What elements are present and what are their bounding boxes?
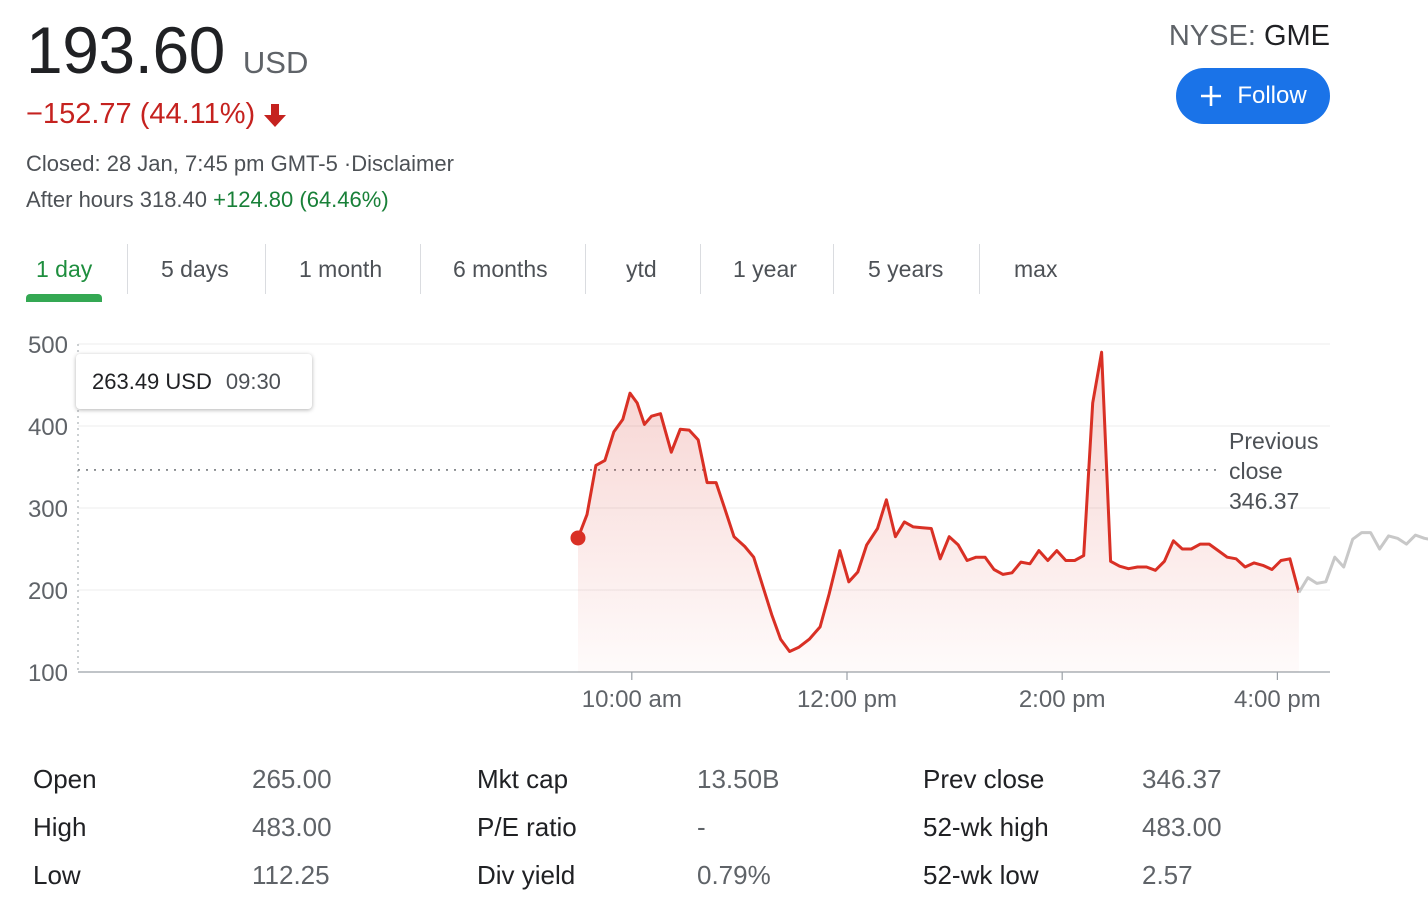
after-hours-price: After hours 318.40	[26, 187, 208, 212]
ticker-label: NYSE: GME	[1169, 20, 1330, 53]
stat-label-div-yield: Div yield	[477, 860, 576, 890]
stat-label-open: Open	[33, 764, 97, 794]
stat-label-mkt-cap: Mkt cap	[477, 764, 569, 794]
ticker-symbol: GME	[1263, 20, 1330, 52]
price-change-value: −152.77 (44.11%)	[26, 98, 256, 130]
tab-label: ytd	[626, 255, 657, 282]
after-hours-line	[1297, 531, 1428, 594]
stats-row: High 483.00 P/E ratio - 52-wk high 483.0…	[33, 812, 1333, 860]
tab-1-day[interactable]: 1 day	[26, 242, 128, 302]
tab-divider	[700, 244, 701, 294]
stat-label-52-wk-high: 52-wk high	[923, 812, 1049, 842]
stat-value-prev-close: 346.37	[1142, 764, 1222, 794]
tab-ytd[interactable]: ytd	[586, 242, 701, 296]
y-tick-label: 500	[28, 332, 68, 359]
stat-value-52-wk-high: 483.00	[1142, 812, 1222, 842]
tab-label: 5 days	[161, 255, 229, 282]
follow-button[interactable]: Follow	[1176, 68, 1330, 124]
after-hours-change: +124.80 (64.46%)	[213, 187, 389, 212]
tab-divider	[585, 244, 586, 294]
stat-value-low: 112.25	[252, 860, 330, 890]
stat-label-52-wk-low: 52-wk low	[923, 860, 1039, 890]
x-tick-label: 12:00 pm	[797, 686, 897, 713]
disclaimer-link[interactable]: Disclaimer	[351, 151, 454, 176]
y-tick-label: 200	[28, 578, 68, 605]
tab-label: 1 day	[36, 255, 93, 282]
y-tick-label: 100	[28, 660, 68, 687]
y-tick-label: 300	[28, 496, 68, 523]
price-chart-svg: 500 400 300 200 100 10:00 am 12:00 pm 2:00 pm 4:…	[28, 332, 1428, 713]
price-block: 193.60 USD	[26, 14, 308, 86]
tab-divider	[833, 244, 834, 294]
arrow-down-icon	[264, 103, 287, 127]
tab-1-month[interactable]: 1 month	[266, 242, 421, 296]
previous-close-value: 346.37	[1229, 488, 1300, 514]
tab-divider	[127, 244, 128, 294]
stats-row: Low 112.25 Div yield 0.79% 52-wk low 2.5…	[33, 860, 1333, 908]
tab-5-years[interactable]: 5 years	[834, 242, 980, 296]
market-status: Closed: 28 Jan, 7:45 pm GMT-5 ·Disclaime…	[26, 151, 454, 177]
tab-label: 1 month	[299, 255, 383, 282]
stat-value-mkt-cap: 13.50B	[697, 764, 780, 794]
stat-value-pe-ratio: -	[697, 812, 706, 842]
price-chart[interactable]: 500 400 300 200 100 10:00 am 12:00 pm 2:00 pm 4:…	[0, 322, 1428, 722]
tab-label: 5 years	[868, 255, 944, 282]
stat-value-div-yield: 0.79%	[697, 860, 771, 890]
tab-label: 6 months	[453, 255, 548, 282]
tab-max[interactable]: max	[980, 242, 1090, 296]
chart-tooltip: 263.49 USD 09:30	[76, 354, 312, 409]
price-change: −152.77 (44.11%)	[26, 98, 287, 131]
stat-label-prev-close: Prev close	[923, 764, 1045, 794]
tab-label: max	[1014, 255, 1058, 282]
stat-label-high: High	[33, 812, 87, 842]
stat-value-high: 483.00	[252, 812, 332, 842]
stats-row: Open 265.00 Mkt cap 13.50B Prev close 34…	[33, 764, 1333, 812]
exchange-name: NYSE:	[1168, 20, 1264, 52]
previous-close-label: Previous close 346.37	[1229, 426, 1318, 516]
currency-label: USD	[242, 45, 309, 80]
x-tick-label: 2:00 pm	[1019, 686, 1106, 713]
regular-session-line	[576, 350, 1301, 653]
time-range-tabs: 1 day 5 days 1 month 6 months ytd 1 year…	[26, 242, 1090, 302]
current-price: 193.60	[26, 13, 225, 87]
hover-point-marker	[570, 530, 586, 546]
closed-time: Closed: 28 Jan, 7:45 pm GMT-5 ·	[26, 151, 352, 176]
stat-value-open: 265.00	[252, 764, 332, 794]
x-tick-label: 10:00 am	[582, 686, 682, 713]
x-tick-label: 4:00 pm	[1234, 686, 1321, 713]
stat-value-52-wk-low: 2.57	[1142, 860, 1193, 890]
stat-label-pe-ratio: P/E ratio	[477, 812, 577, 842]
previous-close-title-1: Previous	[1229, 428, 1319, 454]
tooltip-price: 263.49 USD	[92, 368, 212, 394]
previous-close-title-2: close	[1229, 458, 1283, 484]
active-tab-indicator	[26, 294, 102, 302]
tab-label: 1 year	[733, 255, 797, 282]
tab-1-year[interactable]: 1 year	[701, 242, 834, 296]
regular-session-area	[578, 352, 1299, 672]
tooltip-time: 09:30	[225, 368, 281, 394]
after-hours-info: After hours 318.40 +124.80 (64.46%)	[26, 187, 389, 213]
tab-5-days[interactable]: 5 days	[128, 242, 266, 296]
stat-label-low: Low	[33, 860, 81, 890]
y-tick-label: 400	[28, 414, 68, 441]
tab-divider	[265, 244, 266, 294]
plus-icon	[1201, 86, 1222, 106]
tab-divider	[979, 244, 980, 294]
tab-6-months[interactable]: 6 months	[421, 242, 586, 296]
tab-divider	[420, 244, 421, 294]
follow-label: Follow	[1237, 82, 1307, 109]
